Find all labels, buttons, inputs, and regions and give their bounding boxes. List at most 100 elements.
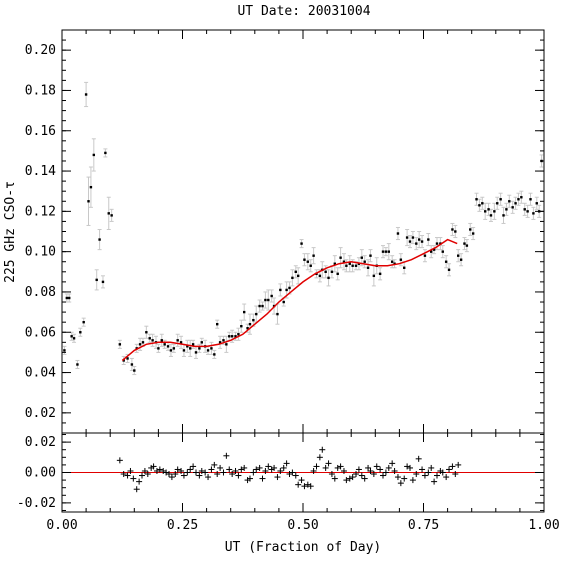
data-point xyxy=(110,214,113,217)
data-point xyxy=(179,341,183,344)
residual-point xyxy=(365,464,372,471)
residual-point xyxy=(232,467,239,474)
residual-point xyxy=(180,472,187,479)
data-point xyxy=(417,238,421,241)
data-point xyxy=(79,331,82,334)
data-point xyxy=(469,228,472,231)
residual-point xyxy=(127,467,134,474)
data-point xyxy=(234,335,237,338)
y-tick-label: 0.02 xyxy=(25,406,56,421)
data-point xyxy=(172,347,176,350)
residual-point xyxy=(389,460,396,467)
residual-point xyxy=(304,481,311,488)
x-tick-label: 0.25 xyxy=(167,518,198,533)
data-point xyxy=(360,256,364,259)
residual-point xyxy=(130,475,137,482)
residual-point xyxy=(226,466,233,473)
data-point xyxy=(237,333,240,336)
data-point xyxy=(526,210,529,213)
y-tick-label: 0.10 xyxy=(25,245,56,260)
residual-point xyxy=(144,471,151,478)
data-point xyxy=(210,347,213,350)
y-tick-label: 0.16 xyxy=(25,124,56,139)
residual-point xyxy=(443,474,450,481)
data-point xyxy=(366,266,370,269)
residual-point xyxy=(322,464,329,471)
lower-panel: -0.02 0.00 0.02 0.00 0.25 0.50 0.75 1.00 UT (F… xyxy=(17,432,560,555)
residual-point xyxy=(277,467,284,474)
residual-point xyxy=(196,472,203,479)
residual-point xyxy=(349,474,356,481)
data-point xyxy=(288,286,291,290)
data-point xyxy=(403,266,406,269)
residual-point xyxy=(394,474,401,481)
y-tick-label: 0.02 xyxy=(25,435,56,450)
data-point xyxy=(213,353,216,356)
data-point xyxy=(194,351,198,354)
data-point xyxy=(87,200,90,203)
residual-point xyxy=(449,463,456,470)
data-point xyxy=(399,258,403,261)
data-point xyxy=(294,270,297,273)
residual-point xyxy=(455,461,462,468)
data-point xyxy=(523,208,526,211)
data-point xyxy=(354,264,358,267)
data-point xyxy=(393,262,396,265)
data-point xyxy=(396,232,400,235)
data-point xyxy=(206,349,210,352)
data-point xyxy=(535,202,538,205)
residual-point xyxy=(136,478,143,485)
data-point xyxy=(318,274,322,278)
data-point xyxy=(72,337,76,340)
data-point xyxy=(279,288,282,292)
residual-point xyxy=(415,455,422,462)
data-point xyxy=(408,240,412,243)
residual-point xyxy=(370,471,377,478)
residual-point xyxy=(184,469,191,476)
residual-point xyxy=(301,483,308,490)
residual-point xyxy=(340,467,347,474)
residual-point xyxy=(380,472,387,479)
data-point xyxy=(432,248,436,251)
data-point xyxy=(133,369,136,372)
data-point xyxy=(363,260,366,263)
data-point xyxy=(517,198,520,201)
residual-point xyxy=(217,464,224,471)
data-point xyxy=(191,343,195,346)
data-point xyxy=(166,345,170,348)
data-point xyxy=(478,204,481,207)
residual-point xyxy=(433,472,440,479)
data-point xyxy=(300,242,303,245)
residual-point xyxy=(190,463,197,470)
y-tick-label: 0.20 xyxy=(25,43,56,58)
y-tick-label: 0.08 xyxy=(25,285,56,300)
residual-point xyxy=(274,474,281,481)
upper-datapoints xyxy=(63,93,543,372)
data-point xyxy=(141,341,145,344)
data-point xyxy=(520,196,523,199)
residual-point xyxy=(280,464,287,471)
data-point xyxy=(345,264,348,267)
data-point xyxy=(82,320,85,324)
data-point xyxy=(267,298,270,302)
residual-point xyxy=(428,464,435,471)
residual-point xyxy=(241,464,248,471)
data-point xyxy=(454,230,457,233)
data-point xyxy=(189,347,192,350)
residual-point xyxy=(358,472,365,479)
data-point xyxy=(222,339,225,342)
data-point xyxy=(339,256,342,259)
data-point xyxy=(130,363,134,366)
residual-point xyxy=(229,471,236,478)
data-point xyxy=(483,210,487,213)
residual-point xyxy=(286,471,293,478)
residual-point xyxy=(307,483,314,490)
residual-point xyxy=(168,474,175,481)
residual-point xyxy=(446,466,453,473)
data-point xyxy=(499,198,502,201)
residual-point xyxy=(431,478,438,485)
data-point xyxy=(101,280,105,284)
x-tick-label: 0.75 xyxy=(408,518,439,533)
residual-point xyxy=(298,477,305,484)
data-point xyxy=(264,298,267,302)
